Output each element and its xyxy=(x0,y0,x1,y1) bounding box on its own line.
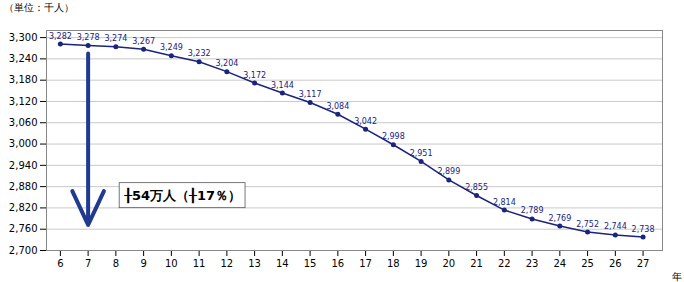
svg-text:3,180: 3,180 xyxy=(9,74,38,85)
svg-text:3,172: 3,172 xyxy=(243,71,266,80)
svg-text:23: 23 xyxy=(526,258,539,269)
svg-text:2,700: 2,700 xyxy=(9,245,38,256)
svg-text:2,769: 2,769 xyxy=(548,214,571,223)
svg-text:2,820: 2,820 xyxy=(9,202,38,213)
svg-text:6: 6 xyxy=(57,258,63,269)
svg-text:13: 13 xyxy=(248,258,261,269)
svg-text:2,738: 2,738 xyxy=(632,225,655,234)
svg-text:17: 17 xyxy=(359,258,372,269)
svg-text:11: 11 xyxy=(193,258,206,269)
svg-text:15: 15 xyxy=(304,258,317,269)
svg-text:14: 14 xyxy=(276,258,289,269)
svg-text:12: 12 xyxy=(220,258,233,269)
svg-text:9: 9 xyxy=(140,258,146,269)
svg-text:2,744: 2,744 xyxy=(604,222,627,231)
svg-text:3,060: 3,060 xyxy=(9,117,38,128)
svg-text:26: 26 xyxy=(609,258,622,269)
svg-text:2,940: 2,940 xyxy=(9,160,38,171)
svg-text:21: 21 xyxy=(470,258,483,269)
svg-text:2,814: 2,814 xyxy=(493,198,516,207)
svg-text:2,951: 2,951 xyxy=(410,149,433,158)
svg-text:2,855: 2,855 xyxy=(465,183,488,192)
svg-text:2,899: 2,899 xyxy=(437,167,460,176)
svg-text:3,042: 3,042 xyxy=(354,117,377,126)
svg-text:2,760: 2,760 xyxy=(9,223,38,234)
svg-text:7: 7 xyxy=(85,258,91,269)
svg-text:2,752: 2,752 xyxy=(576,220,599,229)
svg-text:2,880: 2,880 xyxy=(9,181,38,192)
svg-text:16: 16 xyxy=(331,258,344,269)
svg-text:3,240: 3,240 xyxy=(9,53,38,64)
svg-text:22: 22 xyxy=(498,258,511,269)
svg-text:年: 年 xyxy=(672,271,682,282)
svg-text:3,282: 3,282 xyxy=(49,32,72,41)
svg-text:20: 20 xyxy=(442,258,455,269)
svg-text:3,232: 3,232 xyxy=(188,49,211,58)
svg-text:3,278: 3,278 xyxy=(77,33,100,42)
svg-text:19: 19 xyxy=(415,258,428,269)
svg-text:10: 10 xyxy=(165,258,178,269)
svg-text:3,249: 3,249 xyxy=(160,43,183,52)
svg-text:╂54万人（╂17％）: ╂54万人（╂17％） xyxy=(123,187,241,204)
svg-text:3,267: 3,267 xyxy=(132,37,155,46)
svg-text:18: 18 xyxy=(387,258,400,269)
svg-text:27: 27 xyxy=(637,258,650,269)
svg-text:24: 24 xyxy=(553,258,566,269)
svg-text:2,789: 2,789 xyxy=(521,206,544,215)
svg-text:25: 25 xyxy=(581,258,594,269)
svg-text:2,998: 2,998 xyxy=(382,132,405,141)
svg-text:3,084: 3,084 xyxy=(326,102,349,111)
svg-text:3,300: 3,300 xyxy=(9,32,38,43)
svg-text:3,117: 3,117 xyxy=(299,90,322,99)
svg-text:3,144: 3,144 xyxy=(271,81,294,90)
svg-text:3,274: 3,274 xyxy=(104,34,127,43)
svg-text:3,120: 3,120 xyxy=(9,96,38,107)
svg-text:3,000: 3,000 xyxy=(9,138,38,149)
svg-text:8: 8 xyxy=(113,258,119,269)
svg-text:3,204: 3,204 xyxy=(215,59,238,68)
svg-text:（単位：千人）: （単位：千人） xyxy=(4,2,74,13)
